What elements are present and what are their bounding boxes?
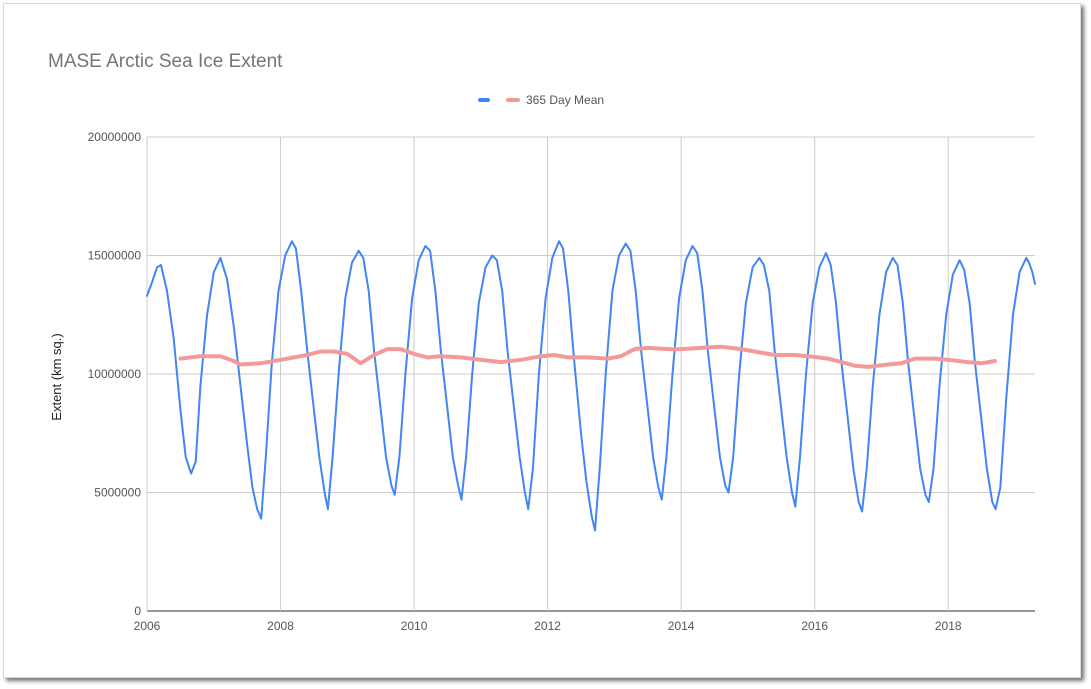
y-axis-ticks: 0 5000000 10000000 15000000 20000000 xyxy=(88,130,142,618)
x-tick-label: 2010 xyxy=(401,619,428,633)
x-tick-label: 2014 xyxy=(668,619,695,633)
chart-title: MASE Arctic Sea Ice Extent xyxy=(48,51,283,72)
x-tick-label: 2016 xyxy=(801,619,828,633)
chart: MASE Arctic Sea Ice Extent 365 Day Mean … xyxy=(48,51,1036,633)
legend-swatch-365-day-mean xyxy=(506,98,520,102)
y-tick-label: 15000000 xyxy=(88,249,142,263)
y-tick-label: 0 xyxy=(134,604,141,618)
y-tick-label: 10000000 xyxy=(88,367,142,381)
x-tick-label: 2008 xyxy=(267,619,294,633)
x-axis-ticks: 2006 2008 2010 2012 2014 2016 2018 xyxy=(134,619,962,633)
chart-frame: MASE Arctic Sea Ice Extent 365 Day Mean … xyxy=(3,3,1081,678)
legend-swatch-series-1 xyxy=(478,98,490,102)
series-line-extent xyxy=(146,240,1036,532)
plot-area xyxy=(146,240,1036,532)
legend-label-365-day-mean: 365 Day Mean xyxy=(526,93,604,107)
y-axis-title: Extent (km sq.) xyxy=(49,333,64,420)
grid xyxy=(146,136,1035,612)
x-tick-label: 2006 xyxy=(134,619,161,633)
series-line-365-day-mean xyxy=(178,344,997,369)
legend: 365 Day Mean xyxy=(478,93,604,107)
y-tick-label: 20000000 xyxy=(88,130,142,144)
x-tick-label: 2018 xyxy=(935,619,962,633)
x-tick-label: 2012 xyxy=(534,619,561,633)
y-tick-label: 5000000 xyxy=(94,486,141,500)
